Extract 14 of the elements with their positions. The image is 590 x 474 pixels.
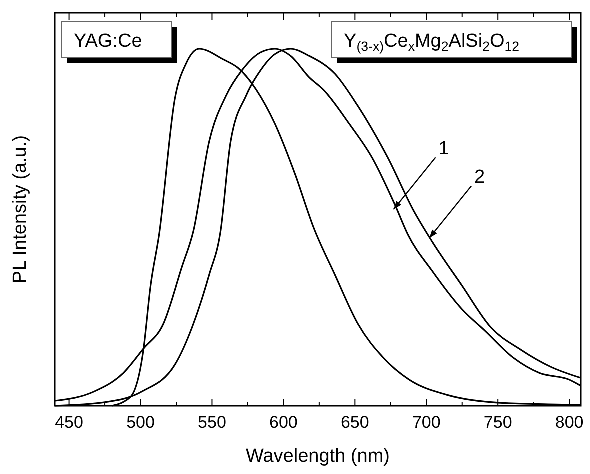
annotation: YAG:Ce	[74, 31, 142, 52]
annotation: 1	[438, 138, 450, 160]
x-tick-label: 650	[340, 413, 370, 432]
x-tick-label: 600	[270, 413, 298, 432]
x-tick-label: 800	[555, 413, 584, 432]
text: Y$_{(3-x)}$Ce$_{x}$Mg$_{2}$AlSi$_{2}$O$_{12}$	[344, 31, 520, 54]
x-tick-label: 500	[126, 413, 155, 432]
x-axis-title: Wavelength (nm)	[246, 446, 390, 467]
x-tick-label: 700	[412, 413, 441, 432]
x-tick-label: 450	[55, 413, 84, 432]
annotation: 2	[474, 167, 486, 188]
x-tick-label: 750	[484, 413, 512, 432]
x-tick-label: 550	[198, 413, 226, 432]
y-axis-title: PL Intensity (a.u.)	[10, 135, 31, 284]
